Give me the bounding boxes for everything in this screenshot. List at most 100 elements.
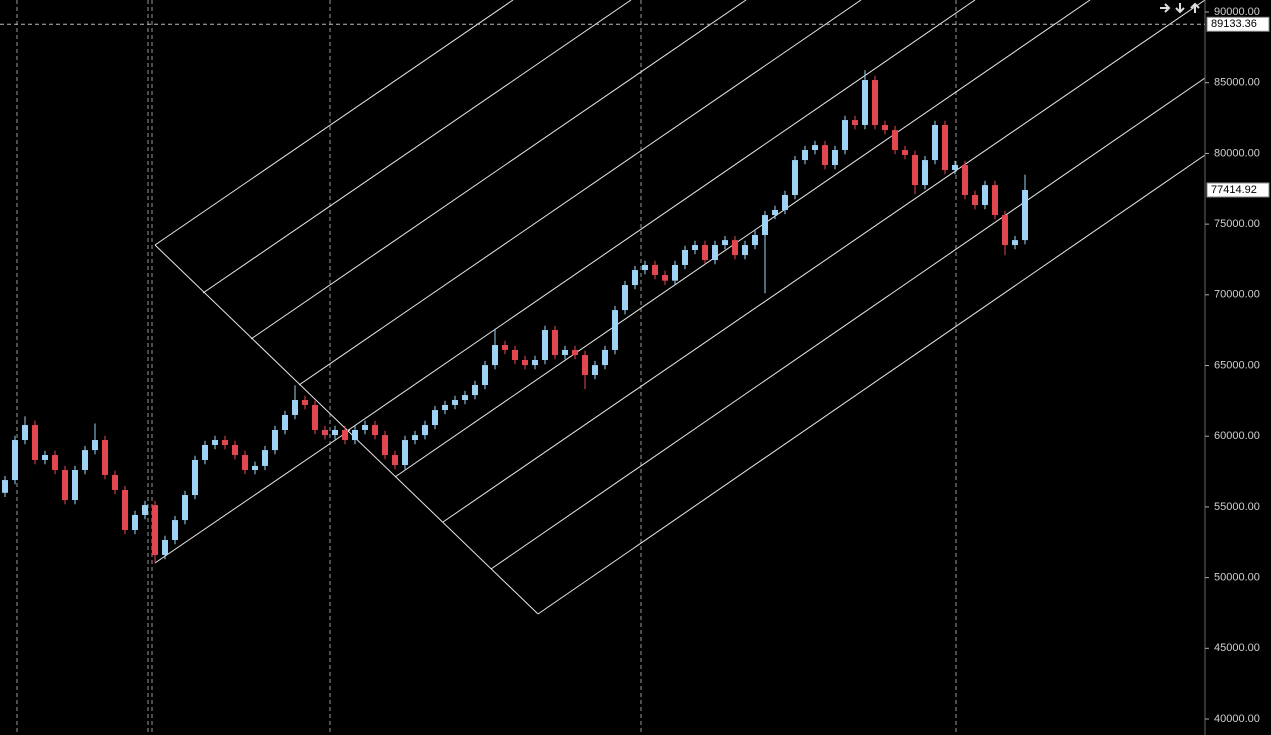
candle-body [122,489,128,530]
candle-body [342,429,348,441]
candle-body [452,400,458,405]
y-tick-label: 50000.00 [1214,572,1260,584]
y-tick-label: 60000.00 [1214,430,1260,442]
candle-body [392,455,398,466]
channel-line [250,0,747,340]
candle-body [702,245,708,261]
candle-body [832,150,838,166]
candle-body [722,240,728,246]
channel-line [154,0,514,246]
candle-body [632,270,638,286]
last-price-box [1206,182,1270,198]
candle-body [862,80,868,125]
candle-body [92,440,98,451]
y-tick-label: 90000.00 [1214,6,1260,18]
candle-body [942,124,948,170]
candle-body [482,365,488,386]
candle-body [902,150,908,155]
channel-line [537,154,1206,615]
candle-body [32,425,38,460]
candle-body [402,440,408,466]
candle-body [802,150,808,161]
candle-body [1002,215,1008,246]
y-tick-label: 40000.00 [1214,713,1260,725]
candle-body [292,400,298,416]
candle-body [142,505,148,515]
y-tick-label: 80000.00 [1214,147,1260,159]
candle-body [642,264,648,271]
candle-body [362,425,368,430]
candle-body [102,440,108,475]
crosshair-label: 89133.36 [1211,18,1257,30]
candle-body [622,285,628,311]
candle-body [982,185,988,206]
candle-body [202,444,208,460]
candle-body [502,345,508,350]
candle-body [852,120,858,125]
candle-body [732,240,738,256]
candle-body [652,264,658,276]
candle-body [282,415,288,430]
candle-body [912,154,918,186]
channel-line [298,0,862,386]
time-separators [16,0,957,735]
candle-body [2,480,8,493]
candle-body [182,495,188,521]
y-tick-label: 65000.00 [1214,359,1260,371]
candle-body [322,429,328,436]
candle-body [712,245,718,261]
candle-body [512,349,518,361]
candle-body [412,435,418,441]
candle-body [242,455,248,471]
candle-body [672,264,678,281]
candle-body [872,80,878,125]
candle-body [192,459,198,496]
candle-body [962,165,968,195]
channel-line [154,429,351,564]
candle-body [252,465,258,471]
candle-body [432,410,438,426]
channel-line [490,77,1206,570]
y-tick-label: 75000.00 [1214,218,1260,230]
candle-body [662,275,668,281]
icon-right[interactable] [1160,3,1171,13]
candle-body [212,440,218,445]
candle-body [312,404,318,430]
candle-body [522,360,528,366]
crosshair-label-box [1206,16,1270,32]
candle-body [892,130,898,151]
icon-up[interactable] [1190,2,1200,13]
candle-body [772,209,778,216]
candle-body [562,349,568,356]
y-tick-label: 45000.00 [1214,642,1260,654]
candle-body [302,400,308,405]
candle-body [582,355,588,375]
y-tick-label: 85000.00 [1214,77,1260,89]
candle-body [682,249,688,265]
candle-body [272,429,278,451]
candle-body [262,450,268,466]
candle-body [12,440,18,481]
channel-base [154,244,539,615]
candle-body [332,429,338,436]
channel-line [346,0,976,432]
icon-down[interactable] [1175,3,1185,14]
candle-body [492,345,498,366]
toolbar-icons[interactable] [1160,2,1200,14]
channel-line [442,0,1206,523]
candle-body [752,235,758,246]
candle-body [882,124,888,131]
last-price-label: 77414.92 [1211,184,1257,196]
candle-body [82,450,88,471]
y-tick-label: 70000.00 [1214,289,1260,301]
candle-body [1012,240,1018,246]
candle-body [602,349,608,366]
channel-line [394,0,1091,478]
candle-body [612,310,618,350]
candle-body [552,330,558,356]
candle-body [812,145,818,151]
candle-body [742,245,748,256]
